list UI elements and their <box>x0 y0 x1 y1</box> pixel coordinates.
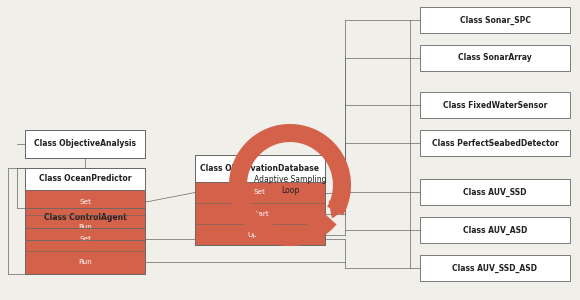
Bar <box>420 255 570 281</box>
Bar <box>420 45 570 71</box>
Bar <box>25 208 145 274</box>
Text: Class ObservationDatabase: Class ObservationDatabase <box>201 164 320 173</box>
Bar <box>195 182 325 203</box>
Bar <box>195 203 325 224</box>
Text: Set: Set <box>79 236 91 242</box>
Bar <box>25 251 145 274</box>
Text: Set: Set <box>254 190 266 196</box>
Bar <box>420 130 570 156</box>
Text: Run: Run <box>78 224 92 230</box>
Polygon shape <box>329 201 346 217</box>
Text: Class FixedWaterSensor: Class FixedWaterSensor <box>443 100 547 109</box>
Text: Class Sonar_SPC: Class Sonar_SPC <box>459 15 531 25</box>
Text: Class ControlAgent: Class ControlAgent <box>44 213 126 222</box>
Bar <box>420 92 570 118</box>
Text: Class AUV_SSD_ASD: Class AUV_SSD_ASD <box>452 263 538 273</box>
Text: Run: Run <box>78 260 92 266</box>
Bar <box>25 208 145 274</box>
Text: Update: Update <box>247 232 273 238</box>
Bar <box>25 168 145 240</box>
Text: Set: Set <box>79 199 91 205</box>
Bar <box>25 215 145 240</box>
Bar <box>25 130 145 158</box>
Bar <box>420 217 570 243</box>
Text: Class OceanPredictor: Class OceanPredictor <box>39 174 131 183</box>
Text: Class ObjectiveAnalysis: Class ObjectiveAnalysis <box>34 140 136 148</box>
Text: Class AUV_ASD: Class AUV_ASD <box>463 225 527 235</box>
Bar <box>195 155 325 245</box>
Bar <box>420 7 570 33</box>
Text: Class AUV_SSD: Class AUV_SSD <box>463 188 527 196</box>
Bar <box>25 228 145 251</box>
Text: Class PerfectSeabedDetector: Class PerfectSeabedDetector <box>432 139 559 148</box>
Bar <box>195 155 325 245</box>
Bar <box>25 130 145 158</box>
Bar <box>25 168 145 240</box>
Text: Class SonarArray: Class SonarArray <box>458 53 532 62</box>
Text: Adaptive Sampling
Loop: Adaptive Sampling Loop <box>254 175 326 195</box>
Bar <box>25 190 145 215</box>
Bar <box>195 224 325 245</box>
Text: Start: Start <box>251 211 269 217</box>
Bar <box>420 179 570 205</box>
